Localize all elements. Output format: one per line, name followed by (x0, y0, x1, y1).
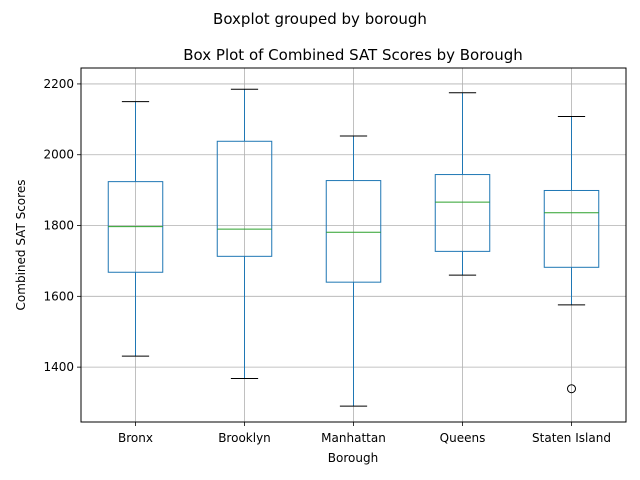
box-group-staten-island (543, 115, 600, 394)
iqr-box (434, 174, 491, 252)
x-tick-label: Queens (440, 431, 486, 445)
box-group-queens (434, 92, 491, 276)
y-tick-label: 1400 (43, 360, 74, 374)
box-layer (107, 88, 600, 407)
y-tick-label: 2000 (43, 148, 74, 162)
x-tick-label: Manhattan (321, 431, 386, 445)
x-axis-label: Borough (328, 451, 378, 465)
outlier-point (567, 384, 576, 394)
iqr-box (216, 140, 273, 257)
chart-title: Box Plot of Combined SAT Scores by Borou… (183, 46, 523, 64)
iqr-box (325, 180, 382, 283)
chart-suptitle: Boxplot grouped by borough (213, 10, 427, 28)
y-tick-label: 1800 (43, 219, 74, 233)
box-group-bronx (107, 101, 164, 357)
x-tick-label: Staten Island (532, 431, 611, 445)
box-group-brooklyn (216, 88, 273, 379)
y-tick-label: 1600 (43, 289, 74, 303)
box-group-manhattan (325, 135, 382, 407)
x-tick-label: Bronx (118, 431, 153, 445)
tick-layer: 1400 1600 1800 2000 2200 Bronx Brooklyn Manhatt… (43, 77, 610, 445)
y-tick-label: 2200 (43, 77, 74, 91)
x-tick-label: Brooklyn (218, 431, 271, 445)
y-axis-label: Combined SAT Scores (14, 180, 28, 311)
iqr-box (543, 189, 600, 268)
